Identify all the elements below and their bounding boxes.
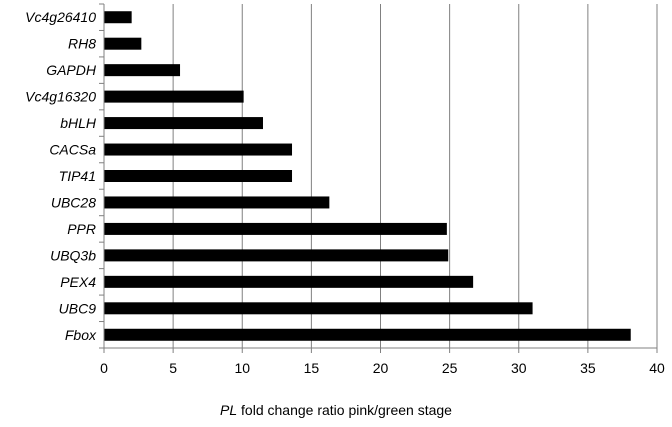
- x-tick-label-40: 40: [649, 360, 665, 376]
- category-label-Vc4g26410: Vc4g26410: [25, 9, 96, 25]
- x-axis-label-text: fold change ratio pink/green stage: [237, 402, 452, 418]
- bar-CACSa: [104, 143, 293, 156]
- bar-PPR: [104, 222, 447, 235]
- bar-Vc4g26410: [104, 11, 132, 24]
- category-label-GAPDH: GAPDH: [46, 62, 97, 78]
- x-tick-label-15: 15: [304, 360, 320, 376]
- bar-UBC28: [104, 196, 330, 209]
- bar-GAPDH: [104, 64, 181, 77]
- x-tick-label-5: 5: [169, 360, 177, 376]
- bar-UBC9: [104, 302, 533, 315]
- category-label-bHLH: bHLH: [60, 115, 97, 131]
- bar-UBQ3b: [104, 249, 449, 262]
- x-tick-label-10: 10: [234, 360, 250, 376]
- x-tick-label-25: 25: [442, 360, 458, 376]
- x-tick-label-35: 35: [580, 360, 596, 376]
- axes: [99, 3, 658, 353]
- category-label-Vc4g16320: Vc4g16320: [25, 89, 96, 105]
- category-label-RH8: RH8: [68, 36, 96, 52]
- bar-bHLH: [104, 117, 263, 130]
- bar-Fbox: [104, 328, 631, 341]
- bar-TIP41: [104, 170, 293, 182]
- x-tick-label-20: 20: [373, 360, 389, 376]
- category-label-UBC9: UBC9: [59, 300, 97, 316]
- bar-PEX4: [104, 275, 474, 288]
- category-label-PPR: PPR: [67, 221, 96, 237]
- category-label-TIP41: TIP41: [59, 168, 96, 184]
- category-label-UBQ3b: UBQ3b: [50, 247, 96, 263]
- category-label-Fbox: Fbox: [65, 327, 97, 343]
- x-tick-label-0: 0: [100, 360, 108, 376]
- category-label-CACSa: CACSa: [49, 142, 96, 158]
- bars: [104, 11, 631, 341]
- x-tick-label-30: 30: [511, 360, 527, 376]
- labels: Vc4g26410 RH8 GAPDH Vc4g16320 bHLH CACSa TIP41…: [25, 9, 665, 376]
- x-axis-label-italic: PL: [220, 402, 238, 418]
- bar-Vc4g16320: [104, 90, 244, 103]
- category-label-PEX4: PEX4: [60, 274, 96, 290]
- gridlines: [172, 4, 658, 348]
- bar-RH8: [104, 37, 142, 50]
- category-label-UBC28: UBC28: [51, 194, 96, 210]
- x-axis-label: PL fold change ratio pink/green stage: [0, 402, 672, 418]
